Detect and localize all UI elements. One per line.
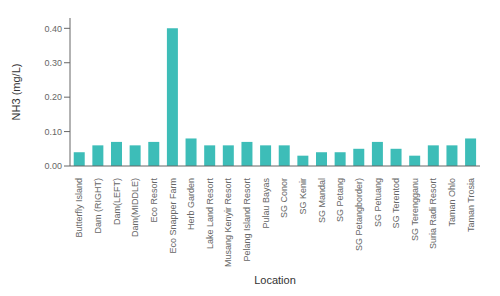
svg-text:Pelang Island Resort: Pelang Island Resort — [242, 178, 252, 262]
svg-text:Lake Land Resort: Lake Land Resort — [205, 178, 215, 250]
svg-text:SG Terentod: SG Terentod — [391, 178, 401, 228]
svg-text:Butterfly Island: Butterfly Island — [74, 178, 84, 238]
svg-text:0.10: 0.10 — [44, 127, 62, 137]
svg-text:NH3 (mg/L): NH3 (mg/L) — [10, 64, 22, 121]
svg-text:0.20: 0.20 — [44, 92, 62, 102]
svg-text:SG Conor: SG Conor — [279, 178, 289, 218]
svg-text:Taman Trosia: Taman Trosia — [466, 178, 476, 232]
svg-text:SG Petuang: SG Petuang — [373, 178, 383, 227]
svg-text:0.00: 0.00 — [44, 161, 62, 171]
svg-text:Eco Resort: Eco Resort — [149, 178, 159, 223]
svg-text:Eco Snapper Farm: Eco Snapper Farm — [168, 178, 178, 254]
svg-text:SG Petangborder): SG Petangborder) — [354, 178, 364, 251]
svg-text:SG Petang: SG Petang — [335, 178, 345, 222]
svg-text:Location: Location — [254, 274, 296, 286]
svg-text:Pulau Bayas: Pulau Bayas — [261, 178, 271, 229]
svg-text:0.30: 0.30 — [44, 58, 62, 68]
svg-text:Herb Garden: Herb Garden — [186, 178, 196, 230]
svg-text:SG Kenir: SG Kenir — [298, 178, 308, 215]
svg-text:Dam(LEFT): Dam(LEFT) — [112, 178, 122, 225]
svg-text:SG Mandal: SG Mandal — [317, 178, 327, 223]
svg-text:Musang Kenyir Resort: Musang Kenyir Resort — [223, 178, 233, 268]
svg-text:SG Terengganu: SG Terengganu — [410, 178, 420, 241]
svg-text:Taman Ohlo: Taman Ohlo — [447, 178, 457, 227]
svg-text:Dam (RIGHT): Dam (RIGHT) — [93, 178, 103, 234]
svg-text:Suria Radi Resort: Suria Radi Resort — [428, 178, 438, 250]
svg-text:0.40: 0.40 — [44, 24, 62, 34]
svg-text:Dam(MIDDLE): Dam(MIDDLE) — [130, 178, 140, 237]
